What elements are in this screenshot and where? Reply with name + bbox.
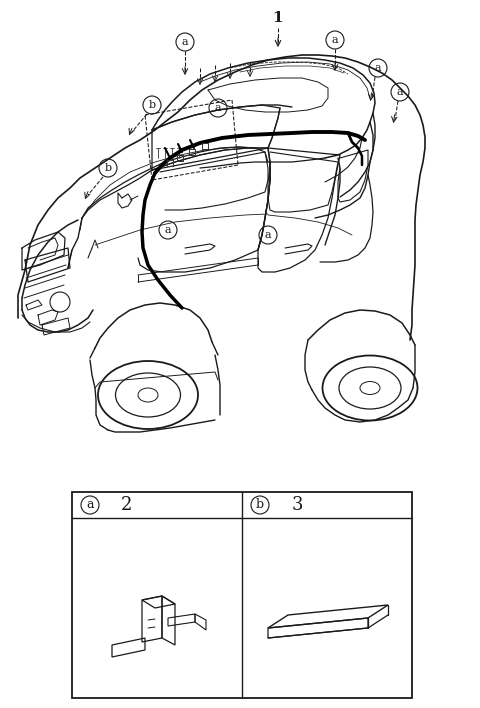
Text: b: b — [148, 100, 156, 110]
Text: a: a — [375, 63, 381, 73]
Text: 3: 3 — [291, 496, 303, 514]
Text: b: b — [256, 498, 264, 511]
Text: a: a — [215, 103, 221, 113]
Text: a: a — [396, 87, 403, 97]
Text: 1: 1 — [273, 11, 283, 25]
Text: 2: 2 — [121, 496, 132, 514]
Bar — [72, 492, 412, 698]
Text: a: a — [264, 230, 271, 240]
Text: a: a — [165, 225, 171, 235]
Text: a: a — [86, 498, 94, 511]
Text: a: a — [332, 35, 338, 45]
Text: a: a — [182, 37, 188, 47]
Text: b: b — [105, 163, 111, 173]
